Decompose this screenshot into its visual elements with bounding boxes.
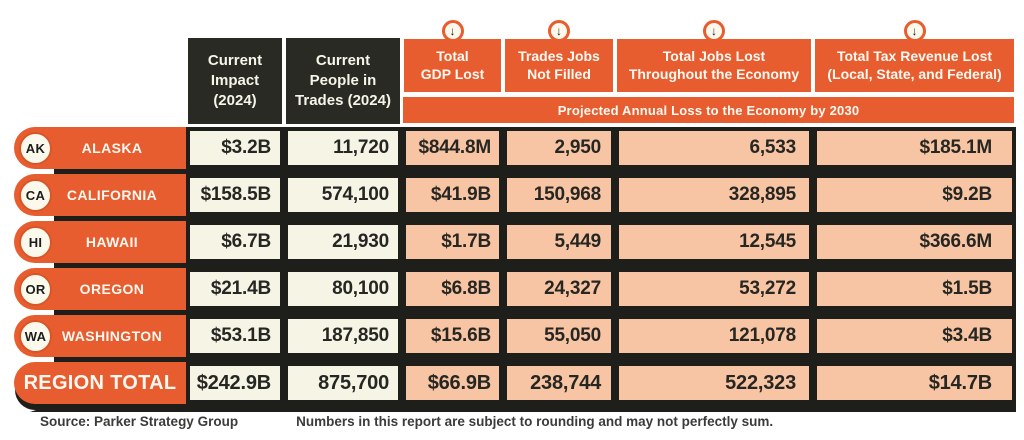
header-jobs-not-filled-label: Trades Jobs Not Filled — [518, 47, 600, 82]
down-arrow-badge: ↓ — [703, 20, 725, 42]
cell-total-jobs-lost: 121,078 — [615, 315, 813, 357]
cell-total-jobs-lost: 328,895 — [615, 174, 813, 216]
cell-jobs-not-filled: 5,449 — [503, 221, 615, 263]
projected-loss-banner: Projected Annual Loss to the Economy by … — [403, 97, 1014, 123]
table-body: AK ALASKA $3.2B 11,720 $844.8M 2,950 6,5… — [14, 127, 1016, 404]
cell-total-jobs-lost: 6,533 — [615, 127, 813, 169]
state-code: AK — [25, 140, 46, 156]
cell-jobs-not-filled: 55,050 — [503, 315, 615, 357]
cell-total-jobs-lost: 12,545 — [615, 221, 813, 263]
state-label-pill: CA CALIFORNIA — [14, 174, 186, 216]
state-code-circle: OR — [19, 272, 52, 306]
cell-current-people: 574,100 — [284, 174, 402, 216]
header-gdp-lost: ↓ Total GDP Lost — [404, 20, 501, 92]
cell-tax-revenue-lost: $185.1M — [813, 127, 1016, 169]
state-code-circle: HI — [19, 225, 52, 259]
state-label-pill: AK ALASKA — [14, 127, 186, 169]
down-arrow-badge: ↓ — [548, 20, 570, 42]
table-row: OR OREGON $21.4B 80,100 $6.8B 24,327 53,… — [14, 268, 1016, 315]
table-bottom-edge — [30, 404, 1016, 412]
footer: Source: Parker Strategy Group Numbers in… — [40, 414, 1000, 429]
state-label-pill: WA WASHINGTON — [14, 315, 186, 357]
header-current-impact: Current Impact (2024) — [188, 38, 282, 124]
cell-gdp-lost: $41.9B — [402, 174, 503, 216]
cell-gdp-lost: $844.8M — [402, 127, 503, 169]
state-name: HAWAII — [85, 234, 139, 250]
header-total-jobs-lost: ↓ Total Jobs Lost Throughout the Economy — [617, 20, 811, 92]
cell-current-people: 21,930 — [284, 221, 402, 263]
state-name: CALIFORNIA — [66, 187, 158, 203]
cell-current-impact: $21.4B — [186, 268, 284, 310]
state-code-circle: CA — [19, 178, 52, 212]
cell-current-impact: $242.9B — [186, 362, 284, 404]
header-gdp-lost-label: Total GDP Lost — [420, 47, 485, 82]
source-text: Source: Parker Strategy Group — [40, 414, 239, 429]
header-total-jobs-lost-label: Total Jobs Lost Throughout the Economy — [628, 47, 800, 82]
cell-gdp-lost: $66.9B — [402, 362, 503, 404]
state-label-pill: HI HAWAII — [14, 221, 186, 263]
cell-tax-revenue-lost: $1.5B — [813, 268, 1016, 310]
table-row: AK ALASKA $3.2B 11,720 $844.8M 2,950 6,5… — [14, 127, 1016, 174]
header-current-people: Current People in Trades (2024) — [286, 38, 400, 124]
state-label-pill: OR OREGON — [14, 268, 186, 310]
state-label-pill: REGION TOTAL — [14, 362, 186, 404]
cell-current-impact: $158.5B — [186, 174, 284, 216]
down-arrow-icon: ↓ — [711, 24, 717, 38]
down-arrow-icon: ↓ — [449, 24, 456, 38]
state-name: WASHINGTON — [61, 328, 163, 344]
cell-tax-revenue-lost: $3.4B — [813, 315, 1016, 357]
state-code: CA — [25, 187, 46, 203]
table-row: HI HAWAII $6.7B 21,930 $1.7B 5,449 12,54… — [14, 221, 1016, 268]
state-code-circle: WA — [19, 319, 52, 353]
state-name: REGION TOTAL — [23, 371, 177, 394]
cell-current-people: 187,850 — [284, 315, 402, 357]
rounding-note: Numbers in this report are subject to ro… — [296, 414, 774, 429]
state-name: ALASKA — [81, 140, 143, 156]
header-tax-revenue-lost-label: Total Tax Revenue Lost (Local, State, an… — [827, 47, 1002, 82]
down-arrow-icon: ↓ — [911, 24, 918, 38]
cell-gdp-lost: $15.6B — [402, 315, 503, 357]
table-row: REGION TOTAL $242.9B 875,700 $66.9B 238,… — [14, 362, 1016, 404]
state-code-circle: AK — [19, 131, 52, 165]
cell-tax-revenue-lost: $14.7B — [813, 362, 1016, 404]
cell-jobs-not-filled: 24,327 — [503, 268, 615, 310]
cell-gdp-lost: $1.7B — [402, 221, 503, 263]
cell-current-impact: $3.2B — [186, 127, 284, 169]
cell-jobs-not-filled: 150,968 — [503, 174, 615, 216]
state-name: OREGON — [79, 281, 145, 297]
state-code: WA — [24, 328, 47, 344]
down-arrow-icon: ↓ — [556, 24, 562, 38]
cell-total-jobs-lost: 522,323 — [615, 362, 813, 404]
header-tax-revenue-lost: ↓ Total Tax Revenue Lost (Local, State, … — [815, 20, 1014, 92]
down-arrow-badge: ↓ — [441, 20, 464, 42]
header-jobs-not-filled: ↓ Trades Jobs Not Filled — [505, 20, 613, 92]
cell-current-people: 11,720 — [284, 127, 402, 169]
table-header: Current Impact (2024) Current People in … — [14, 20, 1016, 124]
down-arrow-badge: ↓ — [903, 20, 926, 42]
cell-current-impact: $6.7B — [186, 221, 284, 263]
state-code: HI — [28, 234, 43, 250]
cell-current-impact: $53.1B — [186, 315, 284, 357]
cell-tax-revenue-lost: $366.6M — [813, 221, 1016, 263]
cell-tax-revenue-lost: $9.2B — [813, 174, 1016, 216]
table-row: CA CALIFORNIA $158.5B 574,100 $41.9B 150… — [14, 174, 1016, 221]
cell-current-people: 80,100 — [284, 268, 402, 310]
cell-jobs-not-filled: 2,950 — [503, 127, 615, 169]
cell-jobs-not-filled: 238,744 — [503, 362, 615, 404]
cell-gdp-lost: $6.8B — [402, 268, 503, 310]
state-code: OR — [25, 281, 46, 297]
cell-total-jobs-lost: 53,272 — [615, 268, 813, 310]
table-row: WA WASHINGTON $53.1B 187,850 $15.6B 55,0… — [14, 315, 1016, 362]
cell-current-people: 875,700 — [284, 362, 402, 404]
